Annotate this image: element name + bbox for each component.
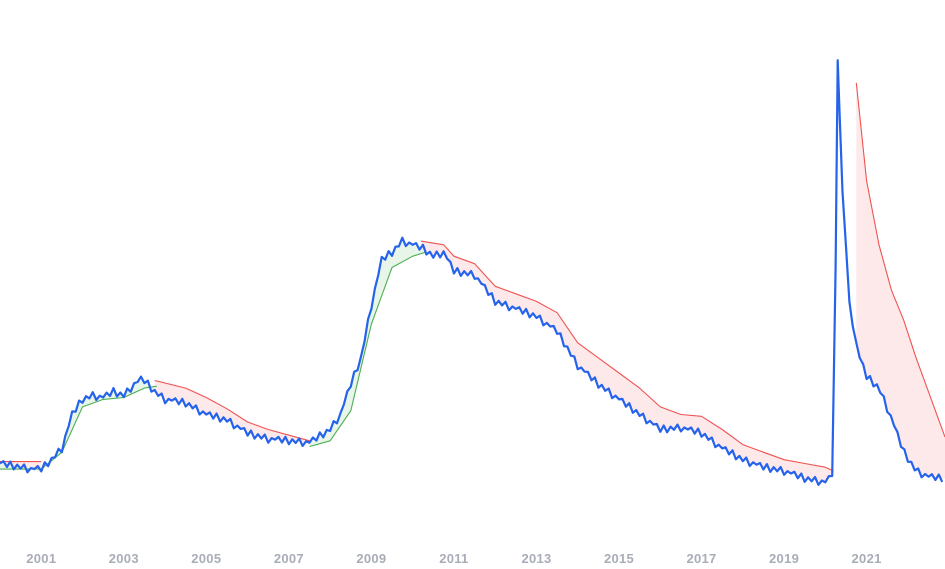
trend-down-line-2 [420,240,834,472]
x-axis: 2001 2003 2005 2007 2009 2011 2013 2015 2017 2019… [26,551,881,566]
trend-fill-areas [0,82,945,482]
x-tick-label-2021: 2021 [852,551,882,566]
trend-up-line-0 [0,385,157,470]
x-tick-label-2019: 2019 [769,551,799,566]
trend-up-fill-0 [0,379,157,470]
trend-up-line-1 [309,251,426,448]
x-tick-label-2009: 2009 [356,551,386,566]
x-tick-label-2017: 2017 [686,551,716,566]
main-series [0,59,944,486]
x-tick-label-2005: 2005 [191,551,221,566]
trend-up-fill-1 [309,241,425,447]
trend-down-fill-1 [154,380,310,443]
trend-down-line-3 [855,82,945,438]
trend-down-fill-3 [856,82,945,479]
main-series-line [0,59,944,486]
trend-down-fill-2 [420,241,834,482]
trend-down-line-1 [154,379,310,442]
x-tick-label-2007: 2007 [274,551,304,566]
trend-lines [0,82,945,472]
x-tick-label-2003: 2003 [109,551,139,566]
x-tick-label-2013: 2013 [521,551,551,566]
x-tick-label-2015: 2015 [604,551,634,566]
x-tick-label-2011: 2011 [439,551,468,566]
x-tick-label-2001: 2001 [26,551,56,566]
